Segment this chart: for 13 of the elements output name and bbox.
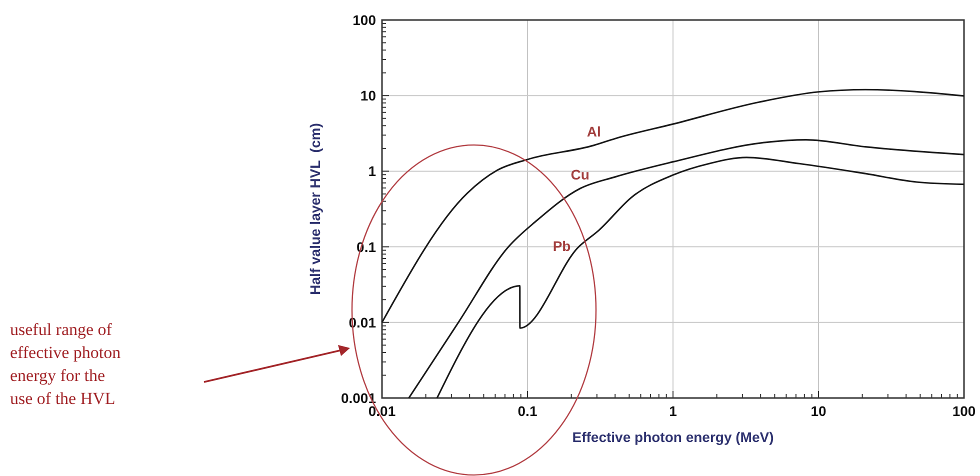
- series-label: Cu: [570, 166, 590, 183]
- x-axis-title: Effective photon energy (MeV): [572, 429, 774, 445]
- series-label: Pb: [552, 238, 571, 254]
- x-tick-label: 1: [669, 403, 678, 419]
- text: useful range of effective photon energy for the use of the HVL: [10, 320, 122, 408]
- x-tick-label: 10: [810, 403, 826, 419]
- x-tick-label: 0.1: [518, 403, 538, 419]
- y-axis-title: Half value layer HVL (cm): [307, 123, 323, 295]
- x-tick-label: 100: [952, 403, 976, 419]
- y-tick-label: 1: [368, 163, 376, 180]
- y-tick-label: 10: [360, 88, 376, 104]
- series-label: Al: [586, 123, 601, 140]
- y-tick-label: 100: [352, 12, 376, 28]
